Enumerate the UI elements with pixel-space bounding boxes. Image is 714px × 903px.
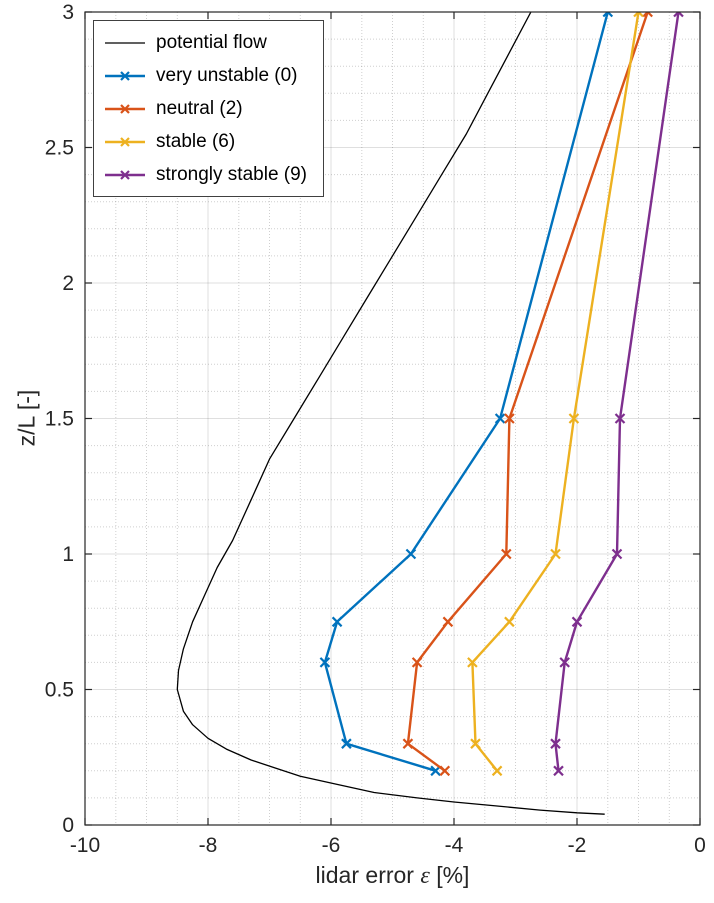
x-axis-label: lidar error ε [%] (85, 862, 700, 890)
y-tick-label: 2 (62, 272, 74, 295)
legend-line-x-sample (105, 136, 145, 147)
x-tick-label: -8 (199, 834, 218, 857)
x-axis-label-text: lidar error (315, 862, 421, 888)
legend-item-label: stable (6) (156, 131, 236, 152)
x-tick-label: -2 (568, 834, 587, 857)
y-tick-label: 0.5 (45, 679, 74, 702)
y-tick-label: 0 (62, 814, 74, 837)
legend-item-potential-flow: potential flow (104, 26, 307, 59)
x-tick-labels: -10 -8 -6 -4 -2 0 (70, 834, 706, 857)
y-tick-label: 2.5 (45, 137, 74, 160)
x-axis-label-unit: [%] (429, 862, 470, 888)
legend-line-x-sample (105, 103, 145, 114)
legend-item-label: strongly stable (9) (156, 164, 308, 185)
y-tick-labels: 0 0.5 1 1.5 2 2.5 3 (45, 1, 74, 837)
legend-item-neutral: neutral (2) (104, 92, 307, 125)
y-tick-label: 3 (62, 1, 74, 24)
x-tick-label: 0 (694, 834, 706, 857)
legend-item-strongly-stable: strongly stable (9) (104, 158, 307, 191)
legend-item-stable: stable (6) (104, 125, 307, 158)
series-markers-2 (402, 12, 653, 777)
legend-line-x-sample (105, 169, 145, 180)
legend-item-very-unstable: very unstable (0) (104, 59, 307, 92)
series-group (176, 12, 684, 815)
tick-marks (84, 11, 701, 826)
y-tick-label: 1.5 (45, 408, 74, 431)
legend-line-x-sample (105, 70, 145, 81)
x-tick-label: -10 (70, 834, 100, 857)
epsilon-symbol: ε (420, 863, 430, 889)
legend: potential flow very unstable (0) neutral… (93, 20, 325, 197)
series-line-0 (176, 12, 605, 815)
legend-item-label: neutral (2) (156, 98, 243, 119)
legend-item-label: potential flow (156, 32, 267, 53)
x-tick-label: -6 (322, 834, 341, 857)
y-tick-label: 1 (62, 543, 74, 566)
series-markers-3 (467, 12, 644, 777)
series-markers-1 (319, 12, 614, 777)
legend-line-sample (105, 41, 145, 44)
series-markers-4 (550, 12, 684, 777)
x-tick-label: -4 (445, 834, 464, 857)
legend-item-label: very unstable (0) (156, 65, 298, 86)
series-line-2 (406, 12, 649, 772)
y-axis-label: z/L [-] (13, 389, 40, 447)
